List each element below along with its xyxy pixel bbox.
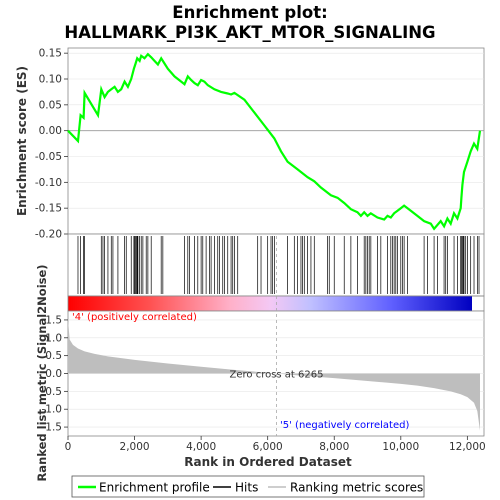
metric-y-axis-label: Ranked list metric (Signal2Noise)	[35, 264, 49, 481]
legend-box	[71, 475, 425, 498]
x-tick-label: 8,000	[319, 441, 349, 453]
x-axis-label: Rank in Ordered Dataset	[184, 455, 352, 469]
es-tick-label: 0.15	[39, 48, 62, 60]
x-tick-label: 4,000	[186, 441, 216, 453]
metric-tick-label: -0.5	[42, 386, 63, 398]
legend-hits-label: Hits	[235, 481, 258, 495]
es-tick-label: -0.15	[35, 203, 62, 215]
chart-title-line1: Enrichment plot:	[172, 3, 327, 22]
es-tick-label: 0.10	[39, 74, 62, 86]
metric-tick-label: -1.5	[42, 422, 63, 434]
chart-title-line2: HALLMARK_PI3K_AKT_MTOR_SIGNALING	[64, 23, 435, 42]
metric-y-ticks: 1.5 1.0 0.5 0.0 -0.5 -1.0 -1.5	[42, 314, 68, 434]
ranking-metric-area	[68, 319, 480, 431]
es-tick-label: -0.10	[35, 177, 62, 189]
hits-panel-frame	[67, 233, 485, 297]
x-tick-label: 6,000	[253, 441, 283, 453]
metric-tick-label: -1.0	[42, 404, 63, 416]
metric-tick-label: 0.5	[45, 350, 62, 362]
x-tick-label: 12,000	[449, 441, 486, 453]
es-tick-label: 0.05	[39, 99, 62, 111]
negative-correlation-label: '5' (negatively correlated)	[280, 420, 409, 431]
metric-tick-label: 1.5	[45, 314, 62, 326]
metric-panel-gridlines	[68, 319, 484, 428]
hits-marks	[77, 236, 480, 294]
es-y-ticks: 0.15 0.10 0.05 0.00 -0.05 -0.10 -0.15 -0.20	[35, 48, 68, 241]
ranking-heat-bar	[68, 296, 472, 311]
legend-metric-label: Ranking metric scores	[290, 481, 423, 495]
es-y-axis-label: Enrichment score (ES)	[15, 66, 29, 216]
es-tick-label: -0.20	[35, 229, 62, 241]
metric-tick-label: 1.0	[45, 332, 62, 344]
x-tick-label: 10,000	[382, 441, 419, 453]
es-tick-label: 0.00	[39, 125, 62, 137]
legend-enrichment-label: Enrichment profile	[99, 481, 210, 495]
metric-tick-label: 0.0	[45, 368, 62, 380]
es-tick-label: -0.05	[35, 151, 62, 163]
x-tick-label: 0	[65, 441, 72, 453]
x-tick-label: 2,000	[120, 441, 150, 453]
positive-correlation-label: '4' (positively correlated)	[72, 312, 197, 323]
metric-x-ticks: 0 2,000 4,000 6,000 8,000 10,000 12,000	[65, 436, 486, 453]
zero-cross-label: Zero cross at 6265	[230, 370, 324, 381]
es-panel-gridlines	[68, 52, 484, 235]
enrichment-profile-line	[67, 52, 482, 231]
